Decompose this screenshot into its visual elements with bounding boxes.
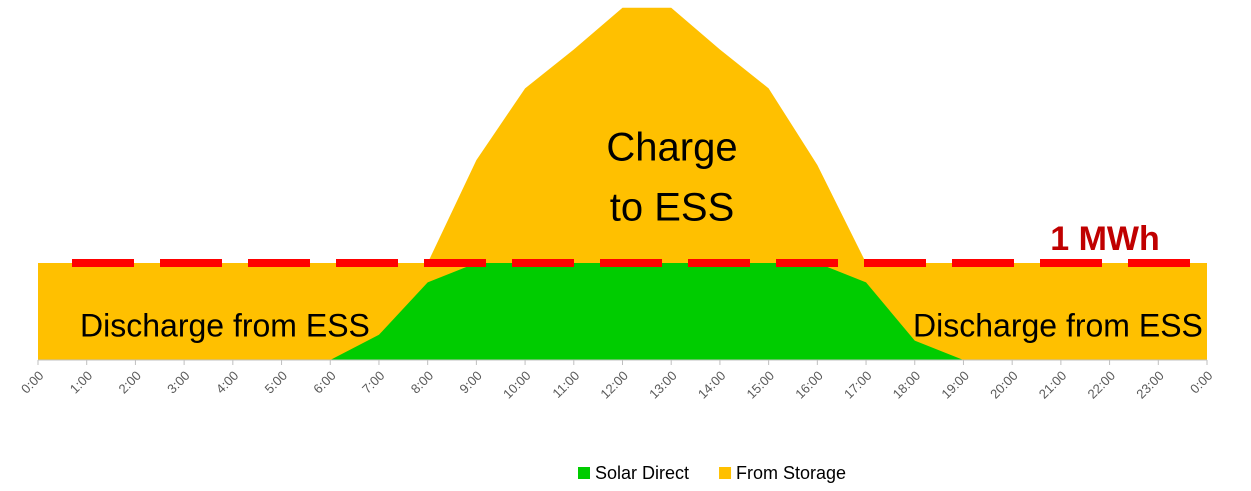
x-tick-label: 18:00 (890, 368, 924, 402)
annotation: to ESS (610, 186, 735, 230)
x-tick-label: 0:00 (1187, 368, 1216, 397)
x-tick-label: 23:00 (1133, 368, 1167, 402)
x-tick-label: 7:00 (359, 368, 388, 397)
area (38, 262, 1207, 360)
x-tick-label: 21:00 (1036, 368, 1070, 402)
reference-label: 1 MWh (1050, 220, 1160, 258)
x-tick-label: 17:00 (841, 368, 875, 402)
legend-swatch (578, 467, 590, 479)
x-tick-label: 11:00 (549, 368, 582, 401)
x-tick-label: 1:00 (67, 368, 96, 397)
x-tick-label: 9:00 (456, 368, 485, 397)
x-tick-label: 15:00 (744, 368, 778, 402)
legend-swatch (719, 467, 732, 479)
x-tick-label: 5:00 (262, 368, 291, 397)
annotation: Discharge from ESS (913, 307, 1203, 343)
x-tick-label: 0:00 (18, 368, 47, 397)
x-tick-label: 2:00 (115, 368, 144, 397)
x-tick-label: 6:00 (310, 368, 339, 397)
x-tick-label: 13:00 (646, 368, 680, 402)
area (38, 7, 1207, 360)
x-tick-label: 16:00 (792, 368, 826, 402)
x-tick-label: 4:00 (213, 368, 242, 397)
legend-label: Solar Direct (595, 463, 689, 483)
x-tick-label: 12:00 (597, 368, 631, 402)
x-tick-label: 20:00 (987, 368, 1021, 402)
x-tick-label: 19:00 (938, 368, 972, 402)
x-tick-label: 14:00 (695, 368, 729, 402)
x-tick-label: 10:00 (500, 368, 534, 402)
annotation: Discharge from ESS (80, 307, 370, 343)
annotation: Charge (606, 126, 737, 170)
x-tick-label: 22:00 (1085, 368, 1119, 402)
legend-label: From Storage (736, 463, 846, 483)
x-tick-label: 3:00 (164, 368, 193, 397)
x-tick-label: 8:00 (408, 368, 437, 397)
